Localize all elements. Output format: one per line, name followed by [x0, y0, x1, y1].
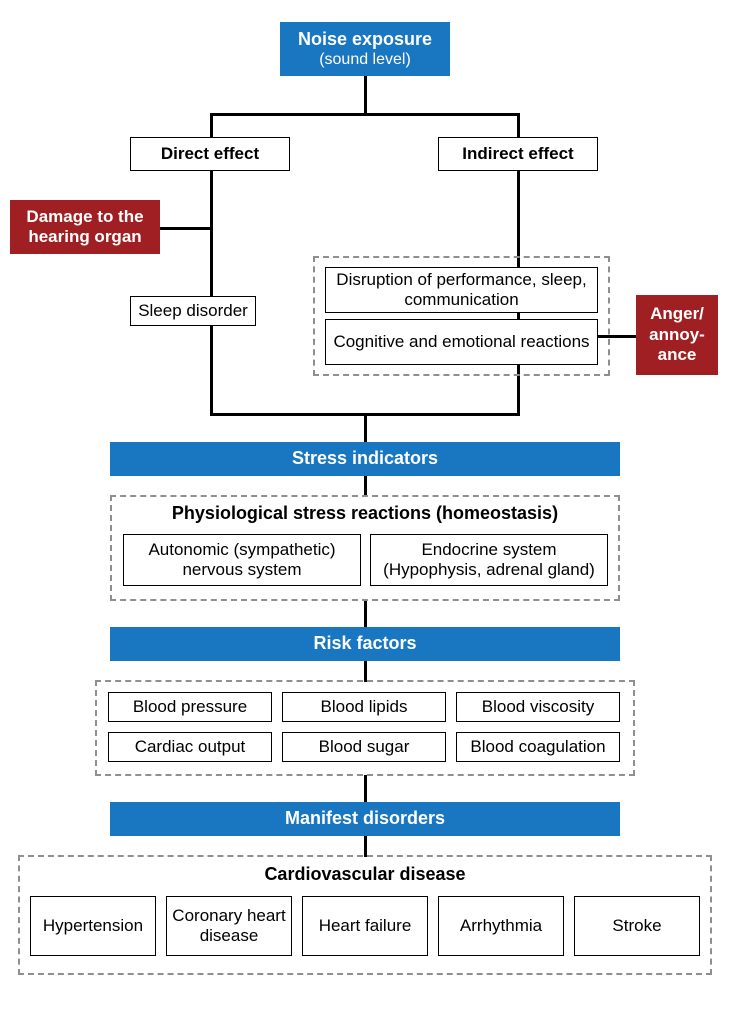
- risk-item: Blood lipids: [282, 692, 446, 722]
- cardio-item: Heart failure: [302, 896, 428, 956]
- connector: [364, 600, 367, 628]
- risk-factors-label: Risk factors: [313, 633, 416, 655]
- damage-hearing-box: Damage to the hearing organ: [10, 200, 160, 254]
- autonomic-label: Autonomic (sympathetic) nervous system: [126, 540, 358, 579]
- cardio-title-label: Cardiovascular disease: [264, 864, 465, 884]
- cardio-label-hyp: Hypertension: [43, 916, 143, 936]
- risk-item: Blood coagulation: [456, 732, 620, 762]
- risk-label-cardiac: Cardiac output: [135, 737, 246, 757]
- manifest-label: Manifest disorders: [285, 808, 445, 830]
- anger-label: Anger/ annoy- ance: [649, 304, 705, 365]
- connector: [364, 835, 367, 857]
- noise-subtitle: (sound level): [319, 50, 411, 69]
- connector: [364, 75, 367, 115]
- connector: [210, 113, 520, 116]
- disruption-box: Disruption of performance, sleep, commun…: [325, 267, 598, 313]
- risk-factors-box: Risk factors: [110, 627, 620, 661]
- cardio-item: Hypertension: [30, 896, 156, 956]
- risk-item: Blood pressure: [108, 692, 272, 722]
- direct-effect-box: Direct effect: [130, 137, 290, 171]
- risk-label-bp: Blood pressure: [133, 697, 247, 717]
- autonomic-box: Autonomic (sympathetic) nervous system: [123, 534, 361, 586]
- endocrine-box: Endocrine system (Hypophysis, adrenal gl…: [370, 534, 608, 586]
- risk-item: Blood viscosity: [456, 692, 620, 722]
- stress-indicators-box: Stress indicators: [110, 442, 620, 476]
- cardio-title: Cardiovascular disease: [18, 864, 712, 885]
- cardio-label-arr: Arrhythmia: [460, 916, 542, 936]
- cognitive-box: Cognitive and emotional reactions: [325, 319, 598, 365]
- cardio-label-coronary: Coronary heart disease: [169, 906, 289, 945]
- risk-label-lipids: Blood lipids: [321, 697, 408, 717]
- cardio-label-hf: Heart failure: [319, 916, 412, 936]
- disruption-label: Disruption of performance, sleep, commun…: [328, 270, 595, 309]
- sleep-disorder-box: Sleep disorder: [130, 296, 256, 326]
- connector: [364, 413, 367, 443]
- connector: [210, 113, 213, 138]
- endocrine-label: Endocrine system (Hypophysis, adrenal gl…: [373, 540, 605, 579]
- risk-label-sugar: Blood sugar: [319, 737, 410, 757]
- cardio-item: Stroke: [574, 896, 700, 956]
- connector: [364, 660, 367, 682]
- cardio-item: Arrhythmia: [438, 896, 564, 956]
- noise-exposure-box: Noise exposure (sound level): [280, 22, 450, 76]
- cardio-item: Coronary heart disease: [166, 896, 292, 956]
- stress-indicators-label: Stress indicators: [292, 448, 438, 470]
- risk-item: Cardiac output: [108, 732, 272, 762]
- risk-label-visc: Blood viscosity: [482, 697, 594, 717]
- noise-title: Noise exposure: [298, 29, 432, 51]
- cognitive-label: Cognitive and emotional reactions: [333, 332, 589, 352]
- physio-title: Physiological stress reactions (homeosta…: [110, 503, 620, 524]
- direct-effect-label: Direct effect: [161, 144, 259, 164]
- connector: [364, 775, 367, 803]
- manifest-box: Manifest disorders: [110, 802, 620, 836]
- risk-label-coag: Blood coagulation: [470, 737, 605, 757]
- flowchart-canvas: Noise exposure (sound level) Direct effe…: [0, 0, 729, 1019]
- cardio-label-stroke: Stroke: [612, 916, 661, 936]
- anger-box: Anger/ annoy- ance: [636, 295, 718, 375]
- damage-hearing-label: Damage to the hearing organ: [14, 207, 156, 248]
- indirect-effect-box: Indirect effect: [438, 137, 598, 171]
- indirect-effect-label: Indirect effect: [462, 144, 573, 164]
- connector: [364, 475, 367, 497]
- sleep-disorder-label: Sleep disorder: [138, 301, 248, 321]
- physio-title-label: Physiological stress reactions (homeosta…: [172, 503, 558, 523]
- risk-item: Blood sugar: [282, 732, 446, 762]
- connector: [210, 170, 213, 415]
- connector: [517, 113, 520, 138]
